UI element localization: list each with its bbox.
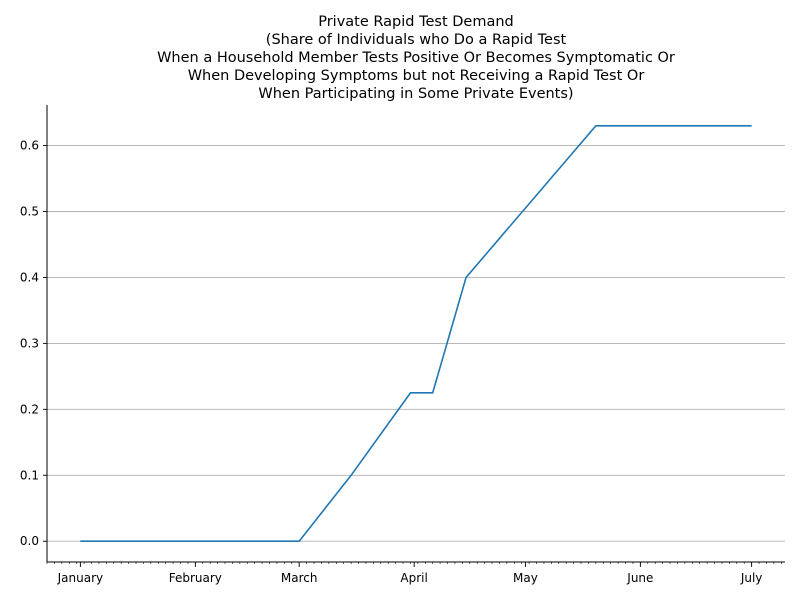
y-axis-ticks: 0.0 0.1 0.2 0.3 0.4 0.5 0.6 [20,139,47,548]
y-tick-label: 0.3 [20,336,39,350]
axes [46,105,785,563]
x-tick-label: April [400,571,427,585]
chart-title-line: When a Household Member Tests Positive O… [157,50,675,66]
series-lines [80,124,752,543]
y-tick-label: 0.5 [20,205,39,219]
chart-title-line: When Developing Symptoms but not Receivi… [188,68,645,84]
y-tick-label: 0.4 [20,270,39,284]
y-tick-label: 0.0 [20,534,39,548]
x-tick-label: July [740,571,763,585]
x-tick-label: January [57,571,104,585]
x-tick-label: May [513,571,538,585]
y-tick-label: 0.2 [20,402,39,416]
gridlines [47,145,785,542]
x-axis-ticks: January February March April May June July [57,562,763,585]
x-tick-label: June [626,571,653,585]
chart-title: Private Rapid Test Demand (Share of Indiv… [157,14,675,102]
y-tick-label: 0.1 [20,468,39,482]
chart-title-line: When Participating in Some Private Event… [258,86,573,102]
x-tick-label: February [169,571,222,585]
x-minor-ticks [46,562,782,564]
chart-title-line: (Share of Individuals who Do a Rapid Tes… [266,32,567,48]
x-tick-label: March [281,571,318,585]
chart-title-line: Private Rapid Test Demand [318,14,514,30]
series-line [80,124,752,543]
y-tick-label: 0.6 [20,139,39,153]
